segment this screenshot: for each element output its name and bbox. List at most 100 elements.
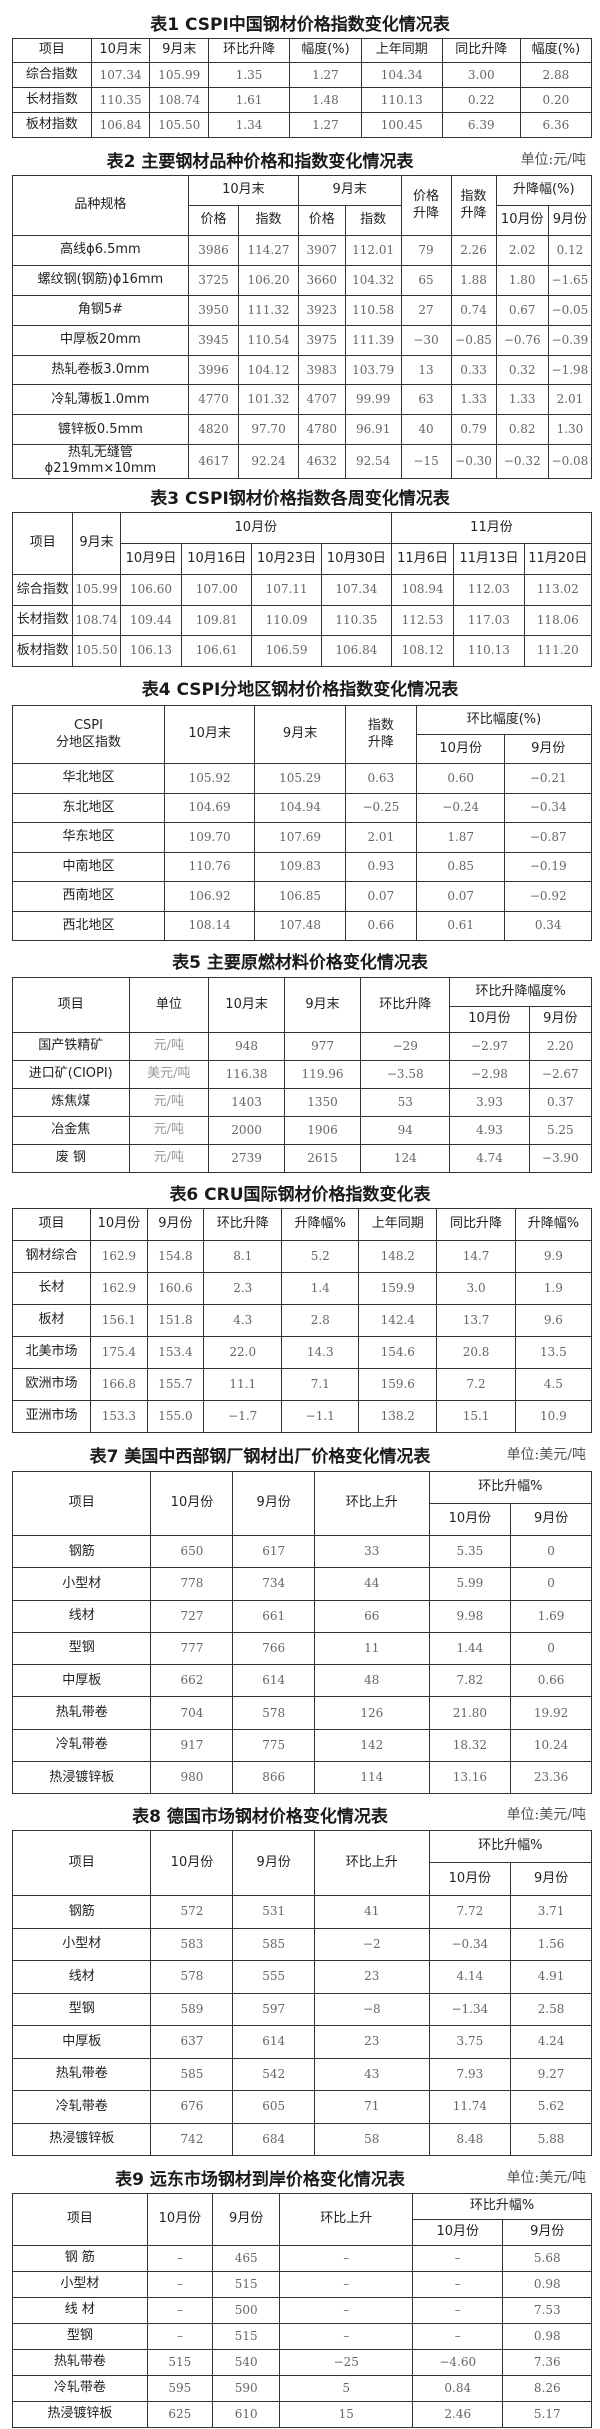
table-cell: 166.8: [90, 1368, 148, 1401]
table-row: 西北地区 108.14 107.48 0.66 0.61 0.34: [12, 910, 592, 941]
table-cell: –: [412, 2297, 504, 2324]
table-cell: 124: [360, 1144, 451, 1173]
table-cell: −0.08: [547, 444, 593, 479]
table-cell: 0: [510, 1567, 592, 1601]
table-cell: 4.74: [449, 1144, 530, 1173]
table-cell: 0.07: [415, 881, 506, 912]
table-cell: 5.68: [502, 2245, 592, 2272]
table-cell: 99.99: [344, 384, 402, 416]
table-cell: 105.50: [149, 112, 210, 138]
header-row: 项目 单位 10月末 9月末 环比升降 环比升降幅度%: [12, 977, 592, 1033]
table-cell: 65: [400, 264, 452, 296]
table-cell: 156.1: [90, 1304, 148, 1337]
table-row: 热浸镀锌板 980 866 114 13.16 23.36: [11, 1761, 592, 1795]
table-cell: 866: [232, 1761, 315, 1795]
data-table-7: 项目 10月份 9月份 环比上升 环比升幅% 10月份 9月份 钢筋 650 617 33 5.35 0…: [11, 1471, 593, 1795]
table-cell: 110.35: [320, 604, 392, 636]
data-table-4: CSPI 分地区指数 10月末 9月末 指数 升降 环比幅度(%) 10月份 9月份 华北地区…: [12, 705, 593, 941]
table-cell: 777: [150, 1631, 234, 1666]
table-cell: 154.8: [146, 1240, 205, 1273]
header-row: 项目 10月份 9月份 环比升降 升降幅% 上年同期 同比升降 升降幅%: [11, 1208, 593, 1241]
table-cell: 114.27: [238, 235, 299, 266]
column-header: 10月份: [415, 734, 506, 764]
table-cell: 2.20: [528, 1032, 593, 1061]
table-cell: 8.48: [428, 2122, 512, 2156]
table-cell: 105.92: [163, 763, 256, 794]
table-cell: −2.67: [528, 1060, 593, 1089]
table-row: 型钢 –515– –0.98: [12, 2323, 592, 2350]
table-cell: 1.30: [547, 414, 593, 446]
column-header: 项目: [11, 1830, 152, 1896]
table-cell: 6.39: [441, 112, 521, 138]
header-row: 项目 10月份 9月份 环比上升 环比升幅%: [12, 2193, 592, 2246]
table-cell: 4707: [297, 384, 346, 416]
column-header: 11月13日: [453, 543, 525, 575]
table-4-title: 表4 CSPI分地区钢材价格指数变化情况表: [141, 680, 459, 700]
table-cell: −29: [360, 1032, 451, 1061]
table-3-title: 表3 CSPI钢材价格指数各周变化情况表: [150, 489, 450, 509]
table-row: 钢 筋 –465– –5.68: [12, 2245, 592, 2272]
table-cell: 676: [150, 2090, 234, 2124]
table-cell: 0.20: [519, 87, 593, 113]
row-label: 板材指数: [12, 112, 92, 138]
column-header: 9月份: [547, 205, 593, 236]
table-cell: 33: [313, 1534, 430, 1569]
row-label: 冷轧带卷: [12, 2375, 148, 2402]
table-cell: 1.80: [495, 264, 549, 296]
table-cell: 5.25: [528, 1116, 593, 1145]
table-cell: −0.19: [504, 851, 592, 882]
table-cell: 142: [313, 1728, 430, 1763]
column-header: 幅度(%): [288, 38, 362, 63]
table-cell: 105.99: [72, 574, 121, 606]
table-row: 螺纹钢(钢筋)ϕ16mm 3725 106.20 3660 104.32 65 1.88 1.…: [12, 264, 593, 296]
column-header: 10月16日: [181, 543, 253, 575]
table-cell: −2: [313, 1927, 430, 1961]
table-cell: 0.74: [450, 294, 497, 326]
table-row: 炼焦煤 元/吨 1403 1350 53 3.93 0.37: [12, 1088, 593, 1117]
table-cell: 112.01: [344, 235, 402, 266]
row-label: 螺纹钢(钢筋)ϕ16mm: [12, 264, 189, 296]
table-cell: 106.13: [119, 635, 183, 667]
data-table-6: 项目 10月份 9月份 环比升降 升降幅% 上年同期 同比升降 升降幅% 钢材综合 162.9 15…: [11, 1208, 593, 1433]
column-header: 10月末: [208, 977, 285, 1033]
table-cell: 1.27: [288, 62, 362, 88]
table-cell: 1.56: [510, 1927, 592, 1961]
table-cell: 107.34: [320, 574, 392, 606]
table-cell: –: [412, 2271, 504, 2298]
table-row: 热浸镀锌板 742 684 58 8.48 5.88: [11, 2122, 592, 2156]
table-row: 北美市场 175.4 153.4 22.0 14.3 154.6 20.8 13.5: [11, 1336, 593, 1369]
table-cell: 111.39: [344, 324, 402, 356]
table-cell: 13: [400, 354, 452, 386]
table-cell: 8.26: [502, 2375, 592, 2402]
table-cell: 27: [400, 294, 452, 326]
table-cell: 13.7: [436, 1304, 516, 1337]
table-cell: 159.9: [358, 1272, 438, 1305]
table-cell: 104.32: [344, 264, 402, 296]
table-cell: 105.99: [149, 62, 210, 88]
data-table-1: 项目 10月末 9月末 环比升降 幅度(%) 上年同期 同比升降 幅度(%) 综合指数 107.3…: [12, 38, 593, 138]
row-label: 线材: [11, 1960, 152, 1994]
table-cell: 110.09: [251, 604, 322, 636]
table-row: 镀锌板0.5mm 4820 97.70 4780 96.91 40 0.79 0.82 1.30: [12, 414, 593, 446]
column-header: 项目: [12, 2193, 148, 2246]
column-header: 升降幅%: [514, 1208, 593, 1241]
table-cell: 117.03: [453, 604, 525, 636]
table-cell: 元/吨: [128, 1088, 210, 1117]
table-cell: 977: [283, 1032, 362, 1061]
table-row: 线材 727 661 66 9.98 1.69: [11, 1599, 592, 1633]
row-label: 型钢: [11, 1992, 152, 2026]
table-cell: 2.8: [281, 1304, 360, 1337]
table-cell: 92.24: [238, 444, 299, 479]
table-cell: 107.48: [254, 910, 346, 941]
table-cell: 23: [313, 1960, 430, 1994]
column-header: 9月份: [232, 1830, 315, 1896]
data-table-8: 项目 10月份 9月份 环比上升 环比升幅% 10月份 9月份 钢筋 572 531 41 7.72 3…: [11, 1830, 593, 2156]
column-header: 10月30日: [320, 543, 392, 575]
table-cell: 162.9: [90, 1272, 148, 1305]
table-cell: 5.88: [510, 2122, 592, 2156]
table-cell: 2.01: [547, 384, 593, 416]
table-cell: 111.32: [238, 294, 299, 326]
column-header: 10月份: [428, 1862, 512, 1896]
column-header: 10月份: [449, 1006, 530, 1033]
data-table-5: 项目 单位 10月末 9月末 环比升降 环比升降幅度% 10月份 9月份 国产铁精矿 元/吨 948…: [12, 977, 593, 1173]
